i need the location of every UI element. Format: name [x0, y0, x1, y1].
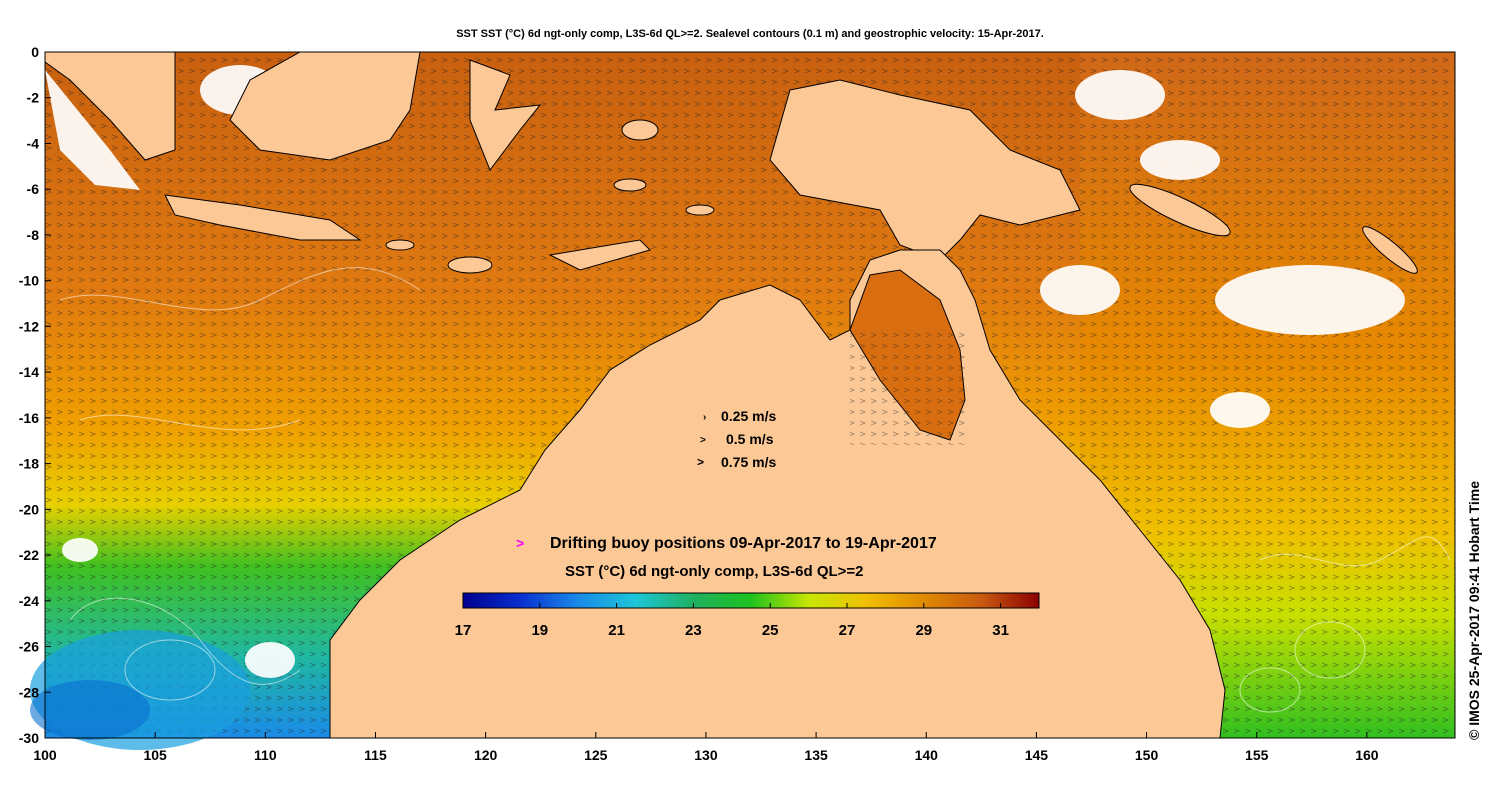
land-sumatra [44, 51, 176, 161]
y-tick-label: -22 [19, 547, 39, 563]
y-tick-label: -8 [27, 227, 40, 243]
velocity-label-05: 0.5 m/s [726, 431, 774, 447]
y-tick-label: -20 [19, 501, 39, 517]
land-timor [548, 239, 651, 271]
y-tick-label: -12 [19, 318, 39, 334]
velocity-glyph-05: > [700, 435, 706, 446]
y-tick-label: 0 [31, 44, 39, 60]
cold-water-patch [30, 680, 150, 740]
buoy-legend: > Drifting buoy positions 09-Apr-2017 to… [516, 535, 937, 552]
colorbar-title: SST (°C) 6d ngt-only comp, L3S-6d QL>=2 [565, 563, 864, 580]
buoy-label: Drifting buoy positions 09-Apr-2017 to 1… [550, 535, 937, 552]
colorbar: SST (°C) 6d ngt-only comp, L3S-6d QL>=2 … [455, 563, 1040, 639]
velocity-label-025: 0.25 m/s [721, 408, 776, 424]
colorbar-tick-label: 29 [915, 622, 932, 639]
x-tick-label: 100 [33, 747, 57, 763]
x-tick-label: 135 [804, 747, 828, 763]
landmass [44, 51, 1418, 739]
colorbar-ticks: 17 19 21 23 25 27 29 31 [455, 603, 1009, 639]
colorbar-tick-label: 21 [608, 622, 625, 639]
x-tick-label: 140 [915, 747, 939, 763]
cloud-mask [45, 65, 1405, 678]
y-tick-label: -14 [19, 364, 39, 380]
x-tick-label: 160 [1355, 747, 1379, 763]
land-australia [329, 249, 1226, 739]
map-title: SST SST (°C) 6d ngt-only comp, L3S-6d QL… [456, 28, 1044, 40]
x-tick-label: 130 [694, 747, 718, 763]
x-tick-label: 150 [1135, 747, 1159, 763]
y-tick-label: -2 [27, 90, 40, 106]
colorbar-tick-label: 17 [455, 622, 472, 639]
x-tick-label: 145 [1025, 747, 1049, 763]
velocity-legend: › 0.25 m/s > 0.5 m/s > 0.75 m/s [697, 408, 776, 470]
colorbar-tick-label: 27 [839, 622, 856, 639]
land-borneo [229, 51, 421, 161]
x-tick-label: 120 [474, 747, 498, 763]
buoy-glyph: > [516, 535, 524, 551]
y-tick-label: -6 [27, 181, 40, 197]
y-tick-label: -18 [19, 456, 39, 472]
x-tick-label: 155 [1245, 747, 1269, 763]
y-tick-label: -28 [19, 684, 39, 700]
y-tick-label: -4 [27, 135, 40, 151]
colorbar-tick-label: 25 [762, 622, 779, 639]
land-sulawesi [469, 59, 542, 172]
x-tick-label: 110 [254, 747, 277, 763]
y-axis: 0 -2 -4 -6 -8 -10 -12 -14 -16 -18 -20 -22 -24 -26 -28 -… [19, 44, 51, 746]
land-new-guinea [769, 79, 1081, 261]
colorbar-bar [462, 592, 1040, 609]
colorbar-tick-label: 31 [992, 622, 1009, 639]
colorbar-tick-label: 23 [685, 622, 702, 639]
x-tick-label: 115 [364, 747, 387, 763]
y-tick-label: -30 [19, 730, 39, 746]
y-tick-label: -26 [19, 639, 39, 655]
colorbar-tick-label: 19 [531, 622, 548, 639]
x-tick-label: 105 [143, 747, 167, 763]
velocity-glyph-075: > [697, 455, 704, 469]
x-axis: 100 105 110 115 120 125 130 135 140 145 150 155 160 [33, 732, 1379, 763]
sealevel-contours [59, 267, 1451, 713]
land-java [164, 194, 362, 241]
x-tick-label: 125 [584, 747, 608, 763]
velocity-label-075: 0.75 m/s [721, 454, 776, 470]
y-tick-label: -24 [19, 593, 39, 609]
y-tick-label: -10 [19, 273, 39, 289]
map-area[interactable] [30, 51, 1456, 750]
imos-credit: © IMOS 25-Apr-2017 09:41 Hobart Time [1466, 480, 1482, 740]
y-tick-label: -16 [19, 410, 39, 426]
velocity-glyph-025: › [703, 412, 706, 423]
